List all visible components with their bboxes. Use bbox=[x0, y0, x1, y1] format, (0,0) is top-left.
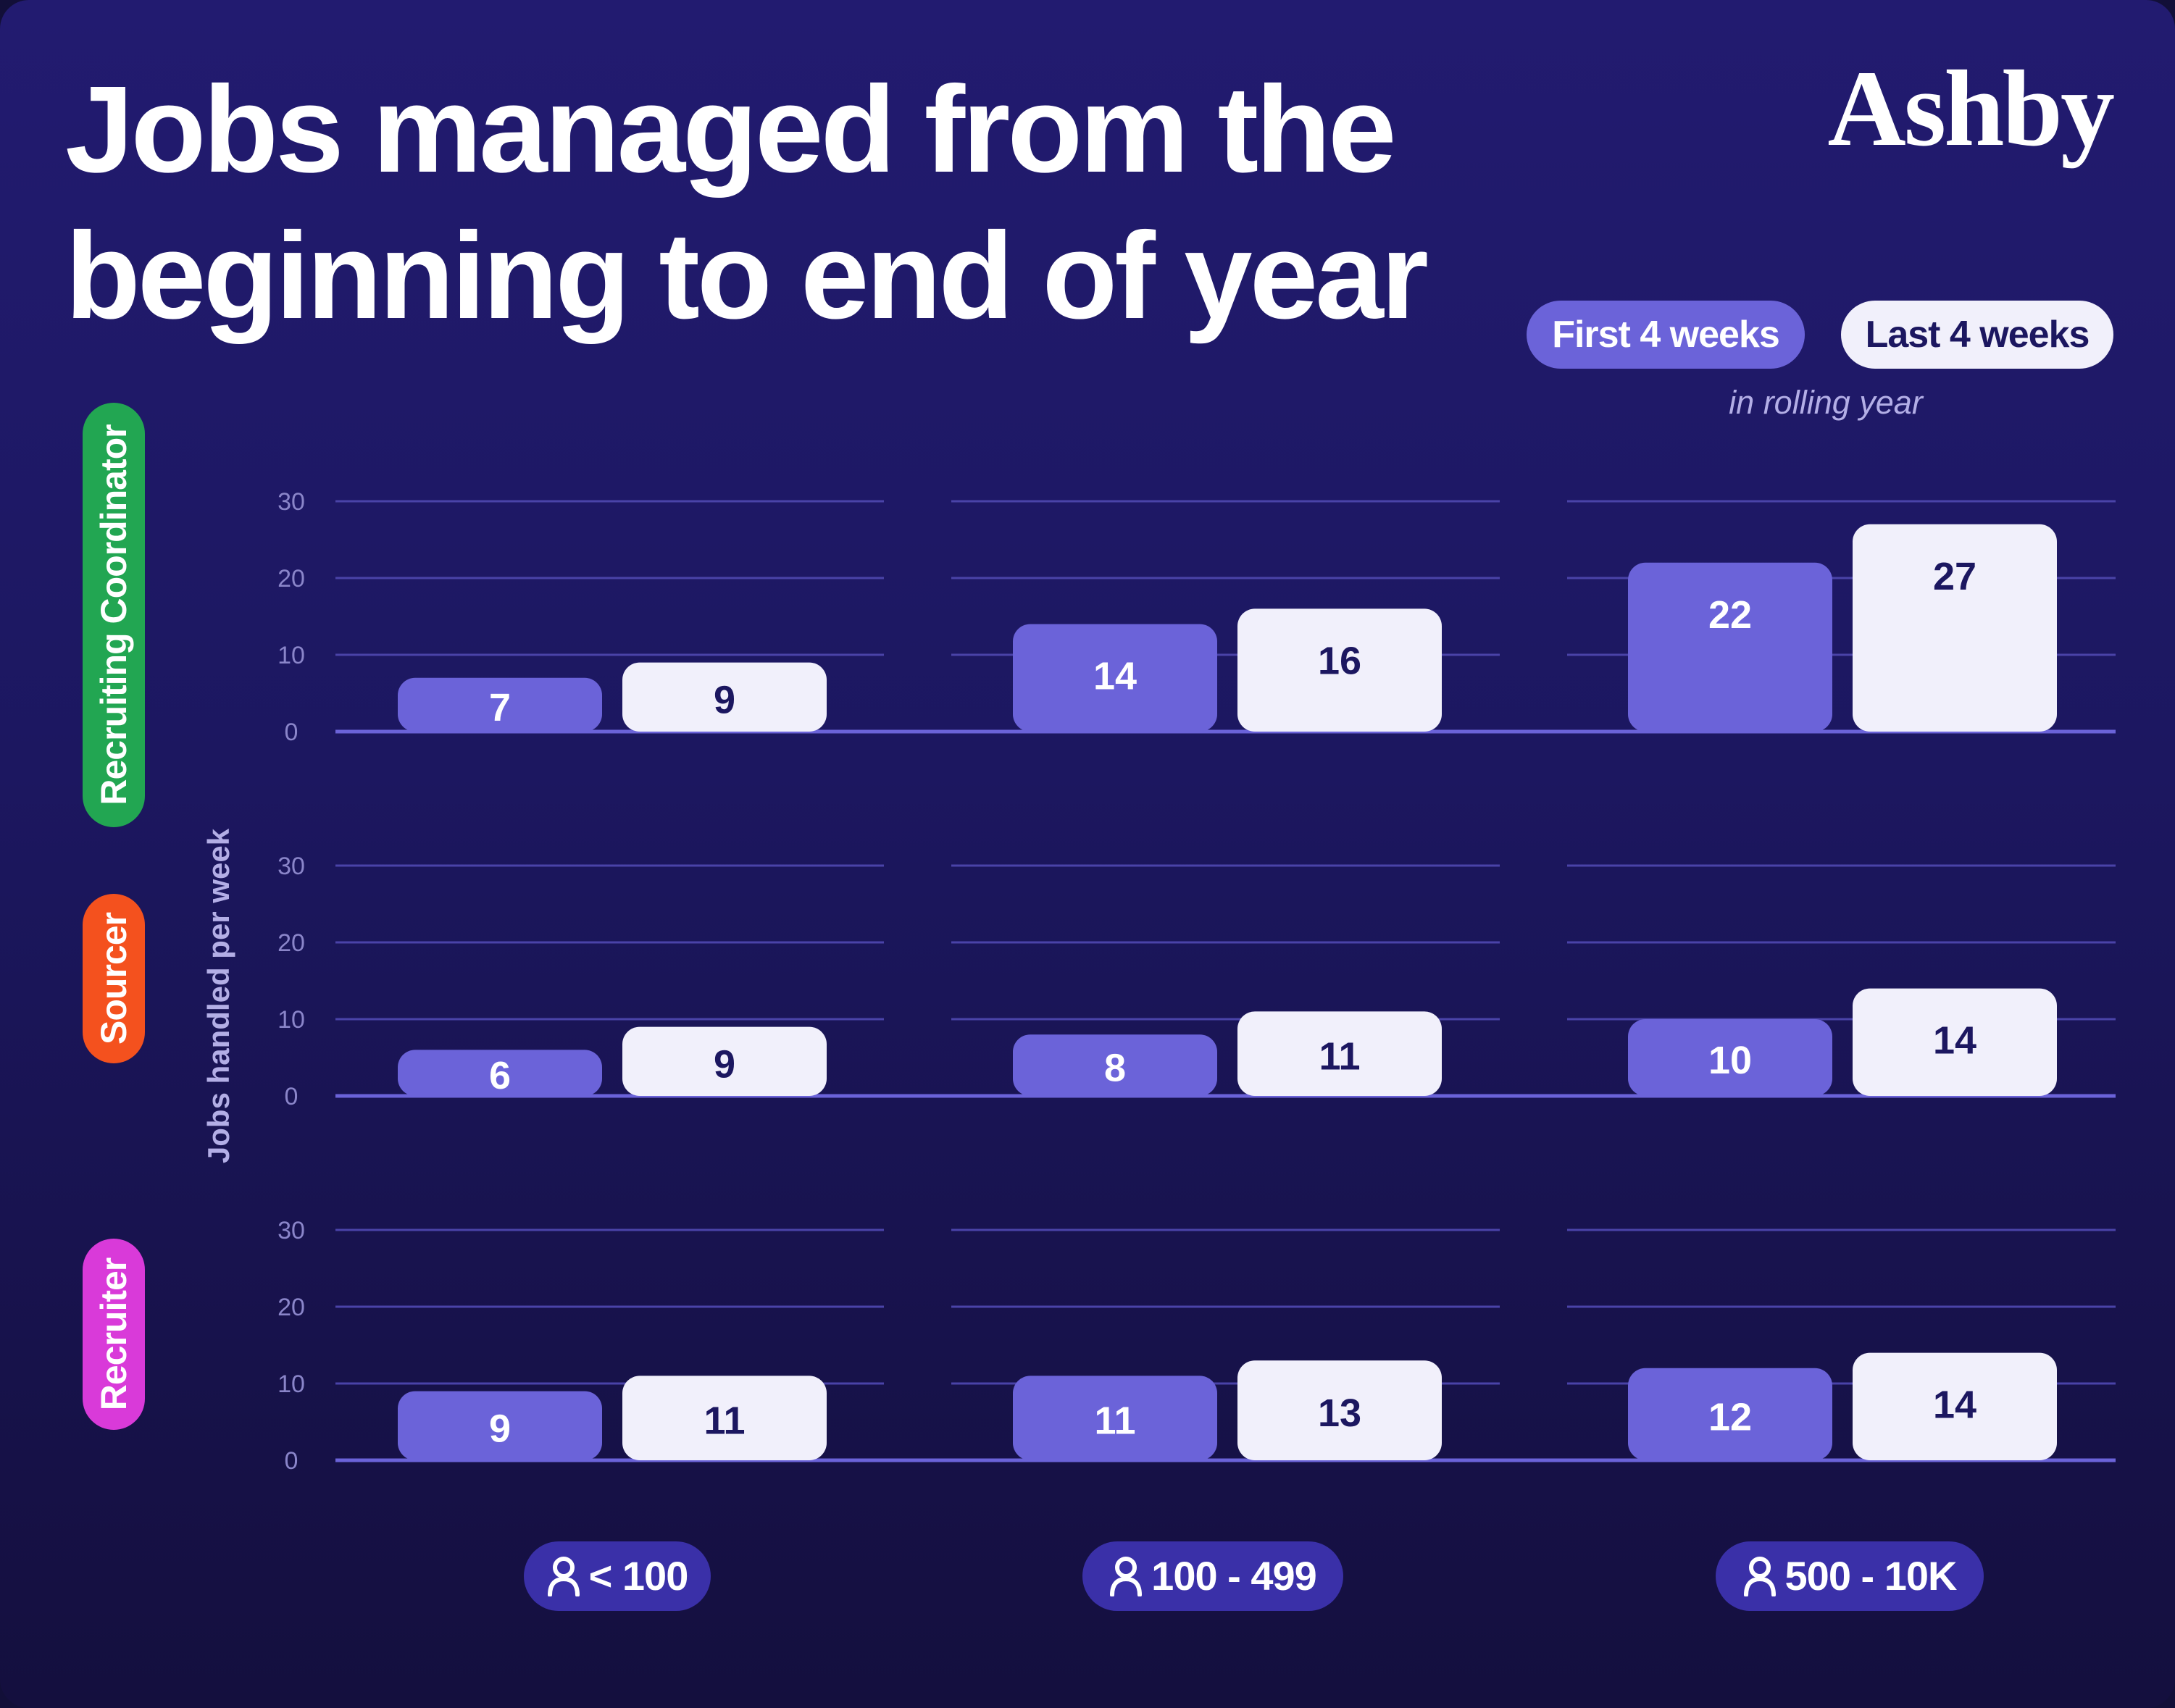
bar-recruiter-last-4-weeks-500-10k bbox=[1853, 1352, 2057, 1460]
data-label: 13 bbox=[1318, 1391, 1361, 1435]
bar-recruiter-first-4-weeks-500-10k bbox=[1628, 1368, 1832, 1460]
y-tick-label: 20 bbox=[277, 929, 305, 957]
data-label: 9 bbox=[489, 1407, 511, 1450]
bar-recruiting-coordinator-first-4-weeks-100 bbox=[398, 677, 602, 732]
y-tick-label: 0 bbox=[285, 719, 299, 746]
bucket-label-100-499: 100 - 499 bbox=[1082, 1541, 1343, 1611]
y-tick-label: 20 bbox=[277, 565, 305, 593]
role-pill-recruiter: Recruiter bbox=[83, 1239, 145, 1430]
y-tick-label: 10 bbox=[277, 1006, 305, 1034]
person-icon bbox=[1110, 1557, 1143, 1596]
bar-recruiting-coordinator-first-4-weeks-500-10k bbox=[1628, 562, 1832, 732]
role-pill-recruiting-coordinator: Recruiting Coordinator bbox=[83, 403, 145, 827]
data-label: 9 bbox=[714, 1042, 735, 1086]
legend-note: in rolling year bbox=[1729, 384, 1923, 421]
bucket-text: 500 - 10K bbox=[1784, 1553, 1958, 1599]
bar-recruiting-coordinator-last-4-weeks-100-499 bbox=[1237, 608, 1442, 732]
title-line-1: Jobs managed from the bbox=[65, 61, 1397, 198]
bar-recruiter-first-4-weeks-100 bbox=[398, 1391, 602, 1460]
bar-recruiter-last-4-weeks-100 bbox=[622, 1376, 827, 1460]
bucket-label-500-10k: 500 - 10K bbox=[1716, 1541, 1984, 1611]
bar-recruiter-first-4-weeks-100-499 bbox=[1013, 1376, 1217, 1460]
bar-sourcer-last-4-weeks-500-10k bbox=[1853, 988, 2057, 1096]
bar-sourcer-last-4-weeks-100-499 bbox=[1237, 1011, 1442, 1096]
data-label: 12 bbox=[1708, 1395, 1752, 1439]
y-tick-label: 0 bbox=[285, 1083, 299, 1110]
bar-recruiter-last-4-weeks-100-499 bbox=[1237, 1360, 1442, 1460]
bucket-label-under-100: < 100 bbox=[524, 1541, 711, 1611]
bucket-text: 100 - 499 bbox=[1151, 1553, 1317, 1599]
role-pill-sourcer: Sourcer bbox=[83, 894, 145, 1063]
title-line-2: beginning to end of year bbox=[65, 207, 1429, 345]
y-axis-title: Jobs handled per week bbox=[201, 828, 235, 1163]
y-tick-label: 0 bbox=[285, 1447, 299, 1475]
bar-recruiting-coordinator-last-4-weeks-500-10k bbox=[1853, 524, 2057, 732]
data-label: 8 bbox=[1104, 1047, 1126, 1090]
data-label: 14 bbox=[1933, 1019, 1976, 1063]
person-icon bbox=[547, 1557, 580, 1596]
data-label: 27 bbox=[1933, 555, 1976, 598]
bar-recruiting-coordinator-last-4-weeks-100 bbox=[622, 662, 827, 732]
data-label: 14 bbox=[1933, 1383, 1976, 1427]
page-title: Jobs managed from the beginning to end o… bbox=[65, 56, 1442, 349]
data-label: 14 bbox=[1093, 655, 1137, 698]
y-tick-label: 10 bbox=[277, 642, 305, 669]
y-tick-label: 20 bbox=[277, 1294, 305, 1321]
y-tick-label: 30 bbox=[277, 488, 305, 516]
bar-sourcer-first-4-weeks-100 bbox=[398, 1050, 602, 1096]
data-label: 9 bbox=[714, 678, 735, 721]
brand-logo: Ashby bbox=[1827, 49, 2115, 169]
data-label: 11 bbox=[1319, 1035, 1360, 1079]
bar-sourcer-first-4-weeks-100-499 bbox=[1013, 1034, 1217, 1096]
bucket-text: < 100 bbox=[588, 1553, 689, 1599]
data-label: 11 bbox=[704, 1399, 745, 1443]
y-tick-label: 30 bbox=[277, 1217, 305, 1244]
bar-sourcer-last-4-weeks-100 bbox=[622, 1026, 827, 1096]
data-label: 7 bbox=[489, 686, 511, 729]
bar-sourcer-first-4-weeks-500-10k bbox=[1628, 1019, 1832, 1096]
bar-recruiting-coordinator-first-4-weeks-100-499 bbox=[1013, 624, 1217, 732]
y-tick-label: 30 bbox=[277, 853, 305, 880]
data-label: 11 bbox=[1094, 1399, 1135, 1443]
y-tick-label: 10 bbox=[277, 1370, 305, 1398]
legend-first-4-weeks: First 4 weeks bbox=[1527, 301, 1805, 369]
data-label: 16 bbox=[1318, 639, 1361, 682]
data-label: 22 bbox=[1708, 593, 1752, 637]
data-label: 6 bbox=[489, 1054, 511, 1097]
legend-last-4-weeks: Last 4 weeks bbox=[1841, 301, 2113, 369]
person-icon bbox=[1743, 1557, 1776, 1596]
data-label: 10 bbox=[1708, 1039, 1752, 1082]
